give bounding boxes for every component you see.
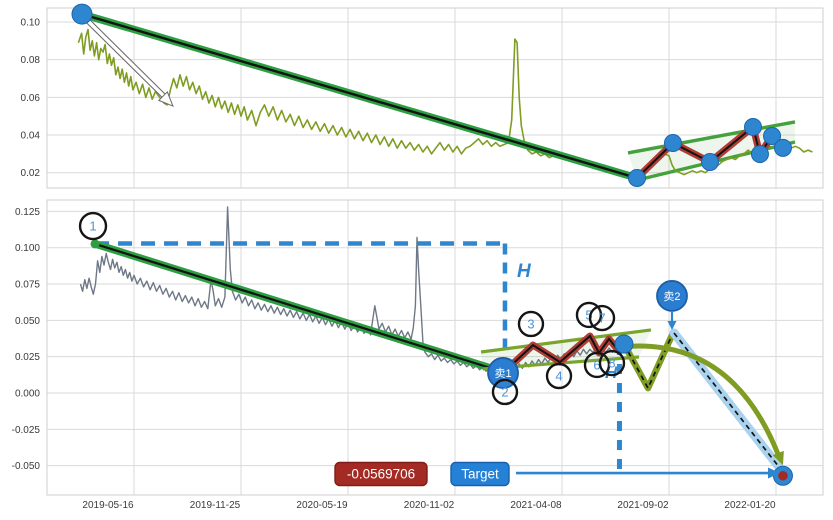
y-tick-label: 0.125 — [15, 207, 40, 218]
olive-zigzag-core — [623, 332, 674, 391]
number-circle-label: 2 — [501, 384, 508, 399]
y-tick-label: 0.050 — [15, 316, 40, 327]
number-circle-label: 3 — [527, 316, 534, 331]
y-tick-label: 0.10 — [21, 18, 41, 29]
x-tick-label: 2019-05-16 — [82, 500, 134, 511]
wave-point-dot[interactable] — [628, 168, 647, 187]
olive-arc-to-target — [620, 343, 783, 461]
number-circle[interactable] — [545, 362, 573, 390]
y-tick-label: -0.050 — [12, 461, 41, 472]
x-tick-label: 2021-09-02 — [617, 500, 669, 511]
number-circle-label: 6 — [593, 357, 600, 372]
y-tick-label: 0.075 — [15, 280, 40, 291]
y-tick-label: 0.08 — [21, 55, 41, 66]
trendline-bottom-core — [94, 242, 504, 373]
bottom-plot-border — [46, 199, 824, 496]
arrowhead — [768, 467, 781, 479]
x-tick-label: 2022-01-20 — [724, 500, 776, 511]
x-tick-label: 2020-11-02 — [404, 500, 455, 511]
y-tick-label: -0.025 — [12, 425, 41, 436]
wave-point-dot[interactable] — [663, 133, 682, 152]
target-value-label-text: -0.0569706 — [347, 467, 415, 482]
number-circle[interactable] — [491, 378, 519, 406]
wave-point-dot[interactable] — [773, 138, 792, 157]
price-line-top — [77, 28, 813, 182]
number-circle-label: 4 — [555, 368, 562, 383]
wave-point-dot[interactable] — [743, 117, 762, 136]
target-label[interactable]: Target — [450, 461, 510, 487]
number-circle-label: 7 — [598, 311, 605, 326]
y-tick-label: 0.04 — [21, 131, 41, 142]
number-circle-label: 5 — [585, 307, 592, 322]
channel-upper-line-bottom — [480, 328, 652, 354]
top-panel: 0.10 0.08 0.06 0.04 0.02 — [21, 7, 824, 189]
wave-point-dot[interactable] — [700, 152, 719, 171]
number-circle[interactable] — [517, 310, 545, 338]
y-tick-label: 0.000 — [15, 389, 40, 400]
y-tick-label: 0.02 — [21, 168, 41, 179]
trend-start-dot-top[interactable] — [71, 3, 93, 25]
sell2-marker-circle[interactable] — [656, 280, 688, 312]
sell2-marker-label: 卖2 — [663, 290, 680, 303]
height-label: H — [517, 261, 532, 282]
sell1-marker-label: 卖1 — [494, 367, 511, 380]
trend-start-dot-bottom — [90, 239, 100, 249]
numbered-circles: 1 2 3 4 5 6 7 8 — [78, 211, 626, 406]
x-tick-label: 2019-11-25 — [190, 500, 241, 511]
wave-point-dot[interactable] — [750, 145, 769, 164]
arrowhead — [157, 91, 174, 107]
wave-point-dot[interactable] — [763, 126, 782, 145]
target-value-label-box[interactable] — [334, 461, 428, 487]
wave-end-dot[interactable] — [614, 334, 634, 354]
white-arrow — [85, 18, 169, 101]
number-circle-label: 8 — [608, 356, 615, 371]
top-plot-border — [46, 7, 824, 189]
top-panel-content — [71, 3, 813, 187]
y-tick-label: 0.025 — [15, 352, 40, 363]
sell2-marker[interactable]: 卖2 — [656, 280, 688, 312]
target-label-box[interactable] — [450, 461, 510, 487]
target-value-label[interactable]: -0.0569706 — [334, 461, 428, 487]
x-tick-label: 2020-05-19 — [296, 500, 348, 511]
target-dot-center — [778, 470, 788, 481]
number-circle[interactable] — [598, 349, 626, 377]
number-circle[interactable] — [588, 304, 616, 332]
arrowhead — [667, 320, 677, 330]
trendline-top-core — [81, 12, 638, 180]
number-circle[interactable] — [78, 211, 108, 241]
arrowhead — [772, 450, 784, 466]
y-tick-label: 0.06 — [21, 93, 41, 104]
channel-upper-line — [627, 120, 796, 155]
price-line-bottom — [79, 206, 622, 377]
x-tick-label: 2021-04-08 — [510, 500, 562, 511]
target-label-text: Target — [461, 467, 499, 482]
y-tick-label: 0.100 — [15, 243, 40, 254]
number-circle-label: 1 — [89, 219, 96, 234]
top-plot-area — [47, 8, 823, 188]
